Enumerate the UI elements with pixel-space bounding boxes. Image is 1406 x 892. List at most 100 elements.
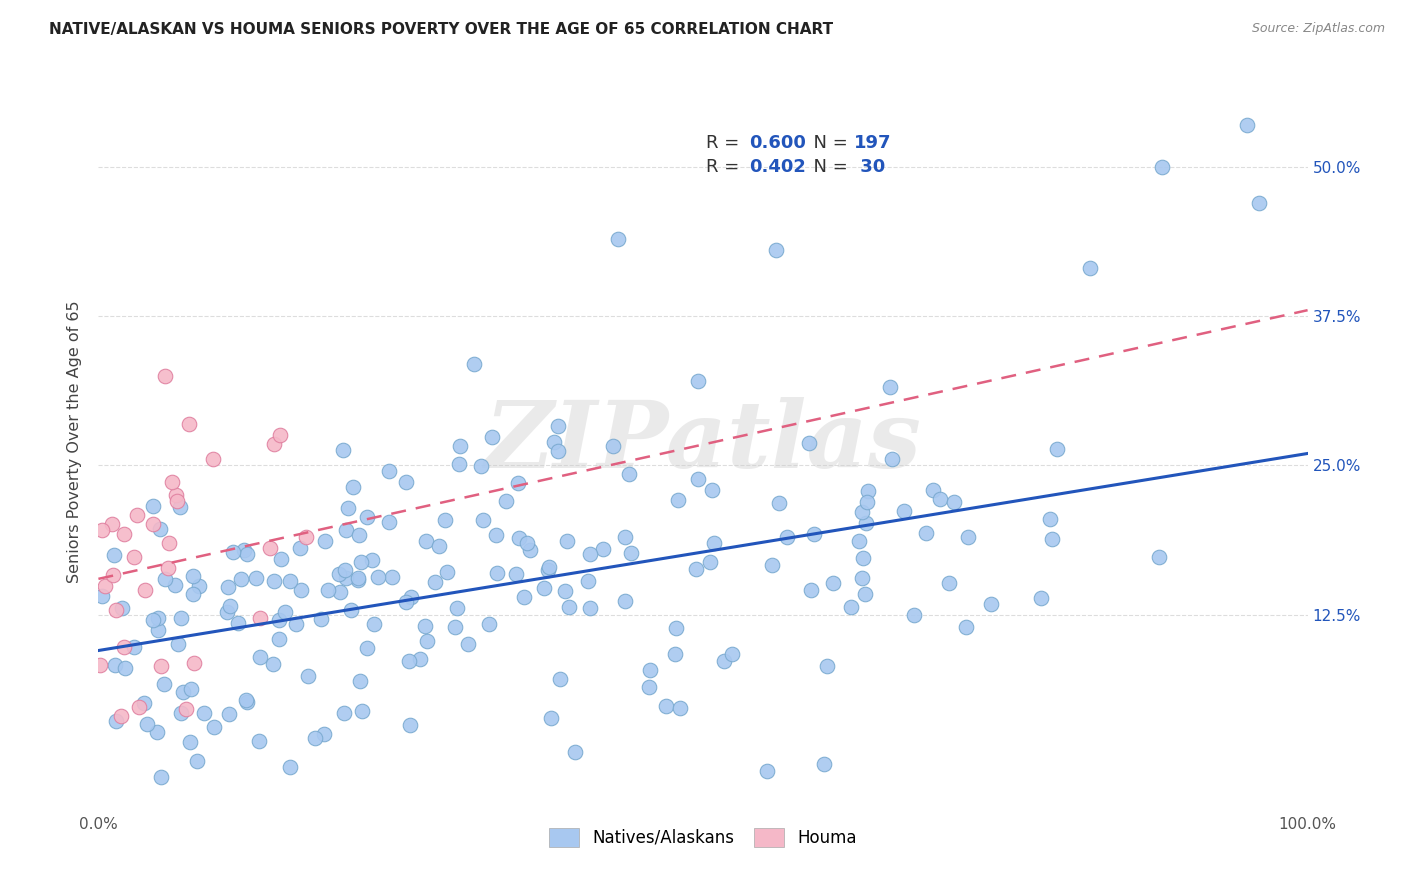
Point bbox=[104, 657, 127, 672]
Point bbox=[516, 535, 538, 549]
Point bbox=[433, 512, 456, 526]
Point bbox=[839, 600, 862, 615]
Point bbox=[851, 505, 873, 519]
Point bbox=[333, 706, 356, 720]
Point bbox=[278, 760, 301, 774]
Point bbox=[360, 552, 382, 566]
Point bbox=[381, 570, 404, 584]
Point bbox=[665, 621, 688, 635]
Point bbox=[505, 567, 527, 582]
Point bbox=[174, 701, 197, 715]
Point bbox=[235, 692, 257, 706]
Point bbox=[226, 615, 249, 630]
Point bbox=[668, 701, 690, 715]
Point bbox=[851, 571, 873, 585]
Point bbox=[398, 654, 420, 668]
Point bbox=[638, 680, 661, 694]
Point bbox=[93, 579, 115, 593]
Point bbox=[446, 601, 468, 615]
Point bbox=[436, 566, 458, 580]
Point bbox=[800, 582, 823, 597]
Point bbox=[558, 599, 581, 614]
Point bbox=[218, 599, 240, 614]
Point bbox=[157, 561, 180, 575]
Point bbox=[202, 452, 225, 467]
Point bbox=[607, 231, 630, 245]
Point bbox=[349, 673, 371, 688]
Point bbox=[617, 467, 640, 482]
Point bbox=[425, 574, 447, 589]
Text: Source: ZipAtlas.com: Source: ZipAtlas.com bbox=[1251, 22, 1385, 36]
Point bbox=[100, 517, 122, 532]
Point bbox=[415, 633, 437, 648]
Point bbox=[815, 659, 838, 673]
Point bbox=[146, 724, 169, 739]
Point bbox=[554, 584, 576, 599]
Point bbox=[142, 516, 165, 531]
Point bbox=[179, 417, 201, 431]
Point bbox=[215, 605, 238, 619]
Point bbox=[395, 594, 418, 608]
Point bbox=[202, 720, 225, 734]
Point bbox=[263, 437, 285, 451]
Point bbox=[165, 488, 187, 502]
Point bbox=[1046, 442, 1069, 457]
Text: 0.402: 0.402 bbox=[748, 158, 806, 176]
Point bbox=[166, 494, 188, 508]
Point bbox=[755, 764, 778, 778]
Point bbox=[170, 706, 193, 721]
Point bbox=[688, 472, 710, 486]
Point bbox=[1042, 533, 1064, 547]
Point bbox=[169, 500, 191, 515]
Point bbox=[153, 677, 176, 691]
Text: 30: 30 bbox=[853, 158, 886, 176]
Point bbox=[367, 570, 389, 584]
Point bbox=[363, 616, 385, 631]
Point bbox=[533, 581, 555, 595]
Point bbox=[165, 578, 187, 592]
Point bbox=[181, 568, 204, 582]
Point bbox=[922, 483, 945, 497]
Point bbox=[295, 529, 318, 543]
Point bbox=[564, 745, 586, 759]
Point bbox=[856, 483, 879, 498]
Point bbox=[506, 476, 529, 491]
Point bbox=[162, 475, 184, 490]
Point bbox=[427, 539, 450, 553]
Point bbox=[316, 583, 339, 598]
Point bbox=[340, 602, 363, 616]
Point bbox=[463, 357, 485, 371]
Point bbox=[797, 436, 820, 450]
Point bbox=[180, 681, 202, 696]
Point bbox=[134, 696, 156, 710]
Point bbox=[537, 563, 560, 577]
Point bbox=[768, 496, 790, 510]
Point bbox=[284, 617, 307, 632]
Point bbox=[157, 536, 180, 550]
Point bbox=[395, 475, 418, 489]
Point bbox=[181, 587, 204, 601]
Point bbox=[903, 608, 925, 623]
Point bbox=[664, 647, 686, 661]
Point bbox=[101, 568, 124, 582]
Point bbox=[356, 640, 378, 655]
Point bbox=[540, 710, 562, 724]
Point bbox=[1039, 512, 1062, 526]
Point bbox=[347, 527, 370, 541]
Point bbox=[686, 374, 709, 388]
Point bbox=[938, 576, 960, 591]
Point bbox=[852, 551, 875, 566]
Point bbox=[166, 637, 188, 651]
Point bbox=[222, 545, 245, 559]
Point bbox=[638, 663, 661, 677]
Point bbox=[956, 530, 979, 544]
Point bbox=[579, 547, 602, 561]
Point bbox=[297, 669, 319, 683]
Point bbox=[142, 613, 165, 627]
Point bbox=[613, 594, 636, 608]
Point bbox=[150, 659, 173, 673]
Point bbox=[399, 717, 422, 731]
Point bbox=[304, 731, 326, 746]
Point bbox=[153, 572, 176, 586]
Text: 197: 197 bbox=[853, 134, 891, 152]
